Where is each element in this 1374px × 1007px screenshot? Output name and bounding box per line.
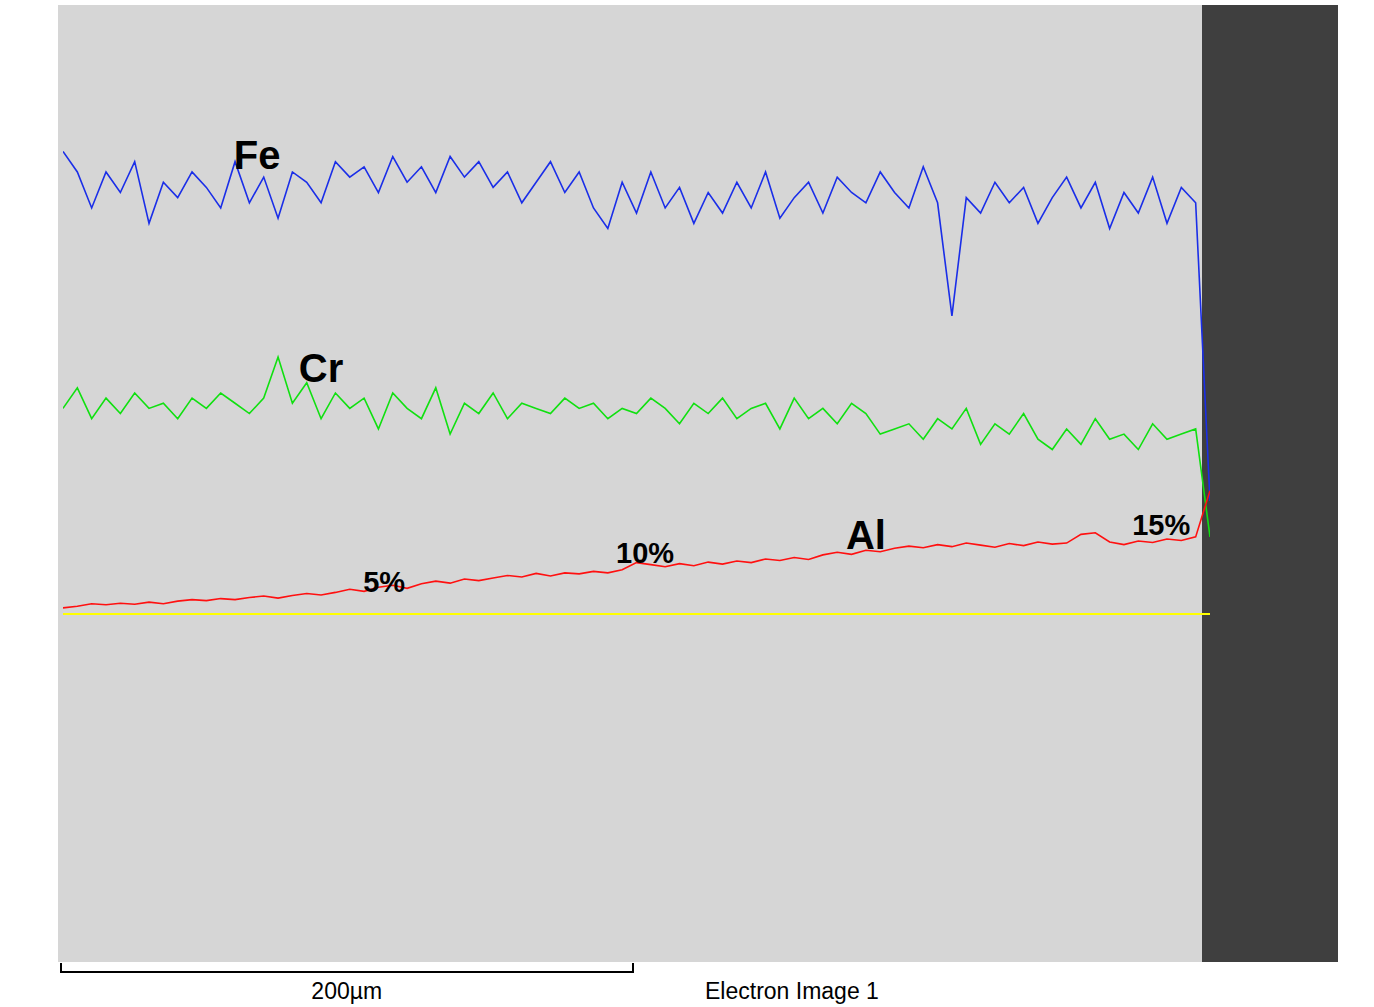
html-text:Electron Image 1: Electron Image 1 [705,978,879,1004]
svg-text:5%: 5% [363,566,405,598]
svg-text:Al: Al [846,513,886,557]
svg-text:15%: 15% [1132,509,1190,541]
svg-text:10%: 10% [616,537,674,569]
html-text:200µm: 200µm [311,978,383,1004]
svg-text:Cr: Cr [299,346,343,390]
svg-text:Fe: Fe [234,133,281,177]
